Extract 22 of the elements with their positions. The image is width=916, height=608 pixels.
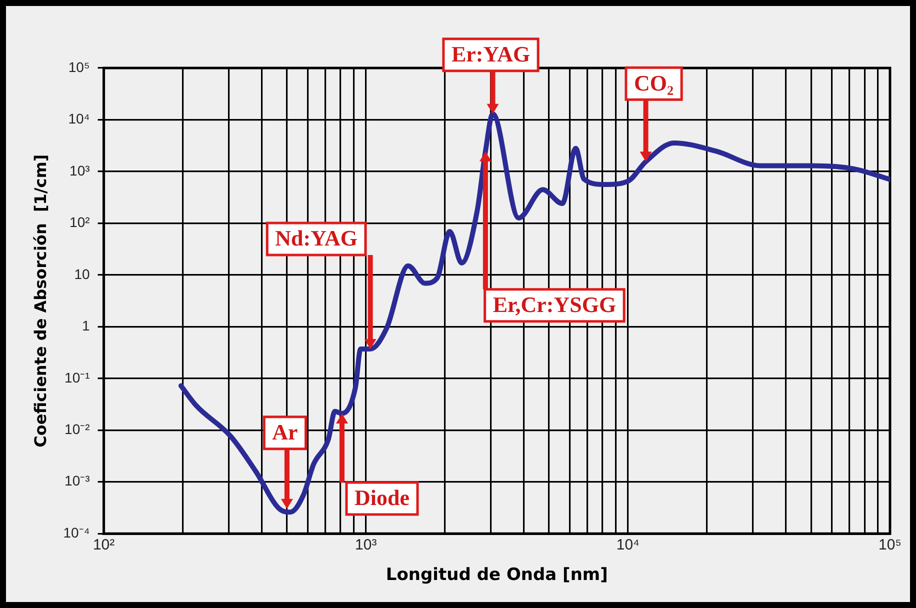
y-tick-label: 10³ — [70, 162, 90, 178]
y-tick-label: 10⁻³ — [64, 472, 90, 489]
y-tick-label: 10⁴ — [68, 110, 90, 127]
y-tick-label: 10⁻² — [64, 420, 90, 437]
y-tick-label: 10⁵ — [68, 58, 90, 75]
y-tick-label: 10⁻⁴ — [63, 524, 90, 540]
x-tick-label: 10⁴ — [616, 536, 640, 554]
annotation: Er,Cr:YSGG — [492, 292, 616, 318]
annotation: Ar — [272, 420, 298, 445]
annotation: CO₂ — [634, 70, 674, 96]
y-axis-title: Coeficiente de Absorción [1/cm] — [30, 154, 50, 448]
x-tick-label: 10² — [92, 536, 115, 554]
x-tick-label: 10³ — [355, 536, 377, 554]
x-tick-label: 10⁵ — [878, 536, 902, 554]
x-axis-title: Longitud de Onda [nm] — [386, 565, 608, 586]
annotation: Diode — [354, 485, 410, 510]
y-tick-label: 10 — [74, 266, 90, 282]
y-tick-label: 1 — [82, 318, 90, 334]
y-tick-label: 10² — [70, 214, 90, 230]
annotation: Er:YAG — [451, 42, 530, 67]
annotation: Nd:YAG — [275, 226, 358, 251]
y-tick-label: 10⁻¹ — [64, 369, 90, 386]
